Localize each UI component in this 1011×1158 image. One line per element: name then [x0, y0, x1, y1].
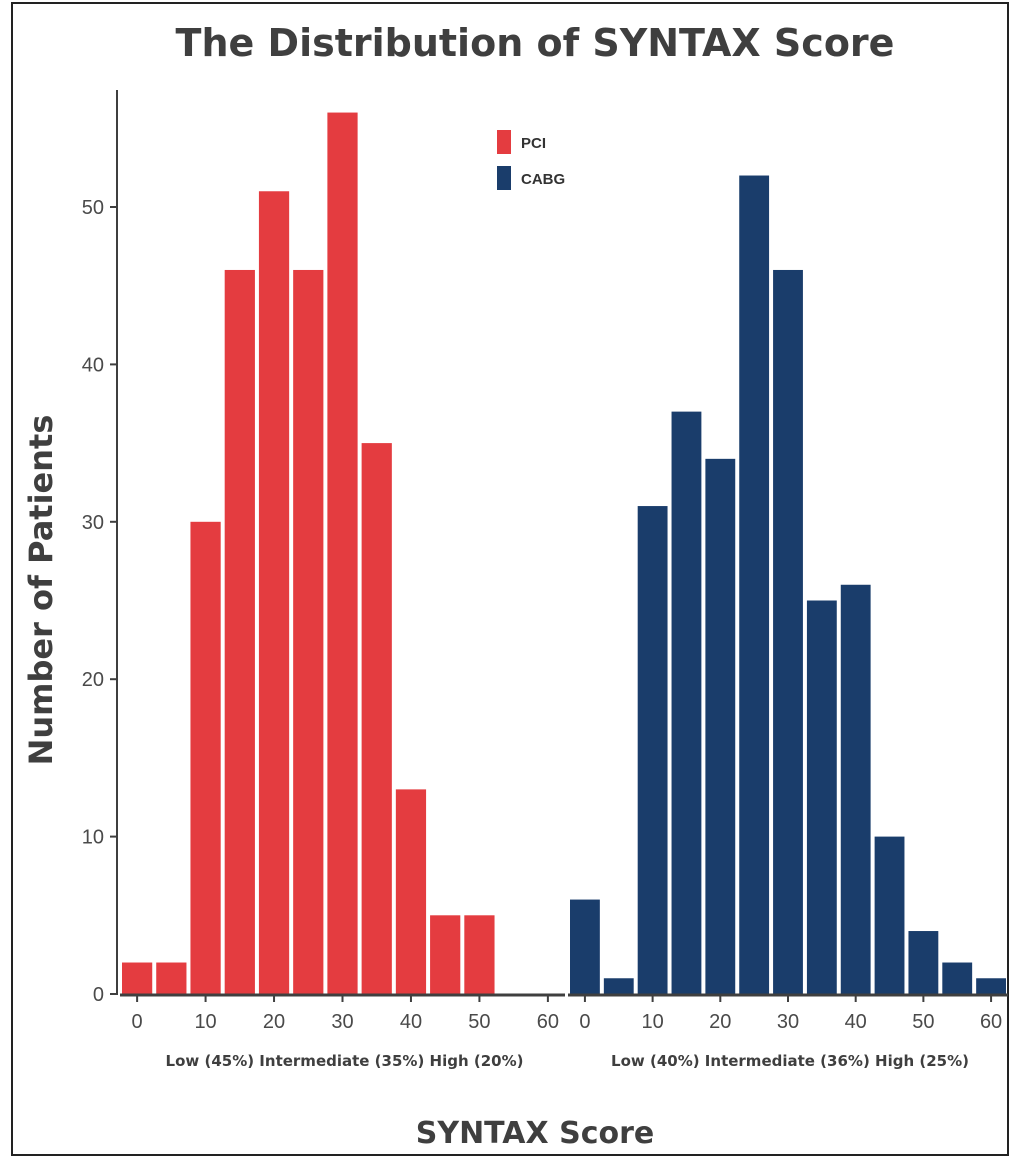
x-tick-label: 60 [980, 1011, 1002, 1033]
bar-cabg [637, 506, 668, 994]
bar-cabg [705, 458, 736, 995]
x-tick-label: 50 [468, 1011, 490, 1033]
x-tick-label: 30 [331, 1011, 353, 1033]
bar-cabg [739, 175, 770, 994]
y-tick-label: 40 [82, 354, 104, 376]
bar-cabg [773, 269, 803, 995]
legend: PCI CABG [497, 130, 565, 190]
y-tick-label: 30 [82, 512, 104, 534]
bar-cabg [570, 899, 600, 994]
bar-cabg [874, 836, 905, 994]
bar-cabg [603, 978, 634, 994]
x-tick-label: 60 [537, 1011, 559, 1033]
y-tick-label: 20 [82, 669, 104, 691]
bar-cabg [908, 931, 939, 994]
bar-pci [156, 962, 187, 994]
x-axis-label: SYNTAX Score [416, 1116, 655, 1151]
bar-pci [293, 269, 324, 995]
bar-pci [122, 962, 153, 994]
legend-swatch-pci [497, 130, 511, 154]
y-axis: 0 10 20 30 40 50 [82, 90, 118, 1006]
bar-cabg [671, 411, 702, 994]
bar-pci [258, 191, 290, 994]
x-tick-label: 20 [263, 1011, 285, 1033]
panel-pci: 0 10 20 30 40 50 60 Low (45%) Intermediate (35%… [120, 112, 565, 1070]
x-tick-label: 0 [579, 1011, 590, 1033]
panel-subtitle: Low (40%) Intermediate (36%) High (25%) [611, 1052, 969, 1070]
x-tick-label: 10 [641, 1011, 663, 1033]
chart-title: The Distribution of SYNTAX Score [176, 21, 895, 65]
x-tick-label: 10 [194, 1011, 216, 1033]
y-tick-label: 0 [93, 984, 104, 1006]
legend-label-cabg: CABG [521, 171, 565, 188]
x-tick-label: 50 [912, 1011, 934, 1033]
bar-cabg [840, 584, 871, 994]
bar-pci [361, 443, 392, 995]
y-axis-label: Number of Patients [22, 415, 60, 766]
bar-pci [464, 915, 495, 994]
bar-pci [395, 789, 427, 994]
figure-border [11, 2, 1009, 1156]
bar-pci [430, 915, 461, 994]
bar-cabg [942, 962, 973, 994]
x-tick-label: 20 [709, 1011, 731, 1033]
y-tick-label: 10 [82, 827, 104, 849]
x-tick-label: 40 [845, 1011, 867, 1033]
bar-pci [327, 112, 358, 994]
x-tick-label: 0 [132, 1011, 143, 1033]
bar-cabg [806, 600, 837, 994]
y-tick-label: 50 [82, 197, 104, 219]
chart-panels: 0 10 20 30 40 50 60 Low (45%) Intermediate (35%… [120, 112, 1008, 1070]
panel-subtitle: Low (45%) Intermediate (35%) High (20%) [166, 1052, 524, 1070]
panel-cabg: 0 10 20 30 40 50 60 Low (40%) Intermediate (36%… [568, 175, 1008, 1070]
bar-pci [190, 521, 221, 994]
x-tick-label: 40 [400, 1011, 422, 1033]
bar-cabg [976, 978, 1006, 994]
bar-pci [224, 269, 255, 995]
legend-label-pci: PCI [521, 135, 546, 152]
x-tick-label: 30 [777, 1011, 799, 1033]
legend-swatch-cabg [497, 166, 511, 190]
